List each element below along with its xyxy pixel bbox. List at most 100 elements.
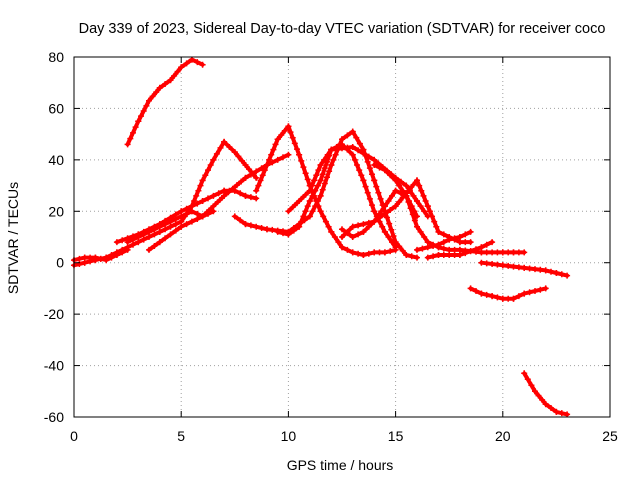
data-point xyxy=(269,159,276,166)
data-point xyxy=(537,266,544,273)
data-point xyxy=(130,236,136,243)
y-axis-label: SDTVAR / TECUs xyxy=(5,182,21,294)
data-point xyxy=(446,246,453,253)
data-point xyxy=(451,252,458,258)
data-point xyxy=(280,230,286,237)
data-point xyxy=(199,61,206,68)
data-point xyxy=(266,156,273,163)
data-point xyxy=(505,295,512,302)
data-point xyxy=(332,151,339,158)
data-point xyxy=(302,170,309,177)
data-point xyxy=(193,192,200,199)
data-point xyxy=(371,249,378,256)
data-point xyxy=(387,207,394,213)
data-point xyxy=(205,195,211,202)
data-point xyxy=(274,136,281,143)
data-point xyxy=(385,198,392,204)
data-point xyxy=(339,234,345,240)
series-arc-19 xyxy=(467,285,549,302)
data-point xyxy=(319,171,326,178)
data-point xyxy=(309,208,316,215)
data-point xyxy=(451,235,458,242)
data-point xyxy=(344,230,351,237)
data-point xyxy=(364,158,371,165)
data-point xyxy=(130,241,136,248)
data-point xyxy=(183,221,190,228)
data-point xyxy=(478,259,485,266)
data-point xyxy=(296,223,303,230)
x-tick-label: 10 xyxy=(281,428,297,444)
data-point xyxy=(374,213,381,220)
data-point xyxy=(315,203,322,210)
data-point xyxy=(358,172,365,179)
data-point xyxy=(138,113,144,120)
data-point xyxy=(149,93,156,100)
data-point xyxy=(331,234,338,240)
data-point xyxy=(420,192,427,199)
series-line xyxy=(104,139,259,260)
data-point xyxy=(212,201,219,208)
data-point xyxy=(188,218,195,225)
data-point xyxy=(124,244,131,251)
data-point xyxy=(81,259,88,266)
data-point xyxy=(317,177,324,184)
data-point xyxy=(349,128,356,135)
data-point xyxy=(381,167,388,174)
data-point xyxy=(440,231,447,238)
series-arc-18 xyxy=(478,259,571,279)
y-tick-label: 0 xyxy=(56,255,64,271)
data-point xyxy=(335,239,342,246)
data-point xyxy=(146,234,152,240)
data-point xyxy=(172,216,179,222)
data-point xyxy=(247,194,254,201)
data-point xyxy=(548,405,554,411)
data-point xyxy=(304,176,311,183)
data-point xyxy=(162,221,169,228)
data-point xyxy=(410,192,417,199)
data-point xyxy=(274,156,281,163)
data-point xyxy=(225,189,232,196)
data-point xyxy=(255,182,262,189)
data-point xyxy=(339,244,345,251)
data-point xyxy=(410,181,417,188)
data-point xyxy=(510,249,517,256)
data-point xyxy=(365,153,372,160)
data-point xyxy=(510,263,517,270)
data-point xyxy=(124,239,131,246)
data-point xyxy=(294,200,300,207)
data-point xyxy=(268,151,275,158)
data-point xyxy=(140,108,147,114)
data-point xyxy=(483,291,490,298)
data-point xyxy=(156,84,163,91)
series-line xyxy=(254,124,398,257)
series-line xyxy=(125,57,205,147)
data-point xyxy=(356,140,363,147)
data-point xyxy=(119,246,126,253)
data-point xyxy=(371,177,378,184)
data-point xyxy=(369,202,375,209)
tick-layer: -60 -40 -20 0 20 40 60 80 0 5 10 15 20 25 xyxy=(44,49,618,444)
data-point xyxy=(414,198,420,204)
data-point xyxy=(360,228,367,235)
data-point xyxy=(156,223,163,230)
data-point xyxy=(270,146,277,153)
data-point xyxy=(353,134,360,141)
x-tick-label: 0 xyxy=(70,428,78,444)
data-point xyxy=(242,162,249,168)
data-point xyxy=(151,226,158,233)
data-point xyxy=(140,231,147,238)
data-point xyxy=(285,151,292,158)
data-point xyxy=(213,150,220,157)
data-point xyxy=(524,376,531,383)
y-tick-label: -20 xyxy=(44,306,64,322)
data-point xyxy=(197,182,204,189)
data-point xyxy=(365,250,372,257)
data-point xyxy=(264,162,270,168)
data-point xyxy=(253,174,260,181)
data-point xyxy=(269,226,276,233)
data-point xyxy=(446,236,453,243)
data-point xyxy=(385,234,392,240)
data-point xyxy=(221,138,228,145)
data-point xyxy=(355,222,362,229)
data-point xyxy=(499,295,506,302)
